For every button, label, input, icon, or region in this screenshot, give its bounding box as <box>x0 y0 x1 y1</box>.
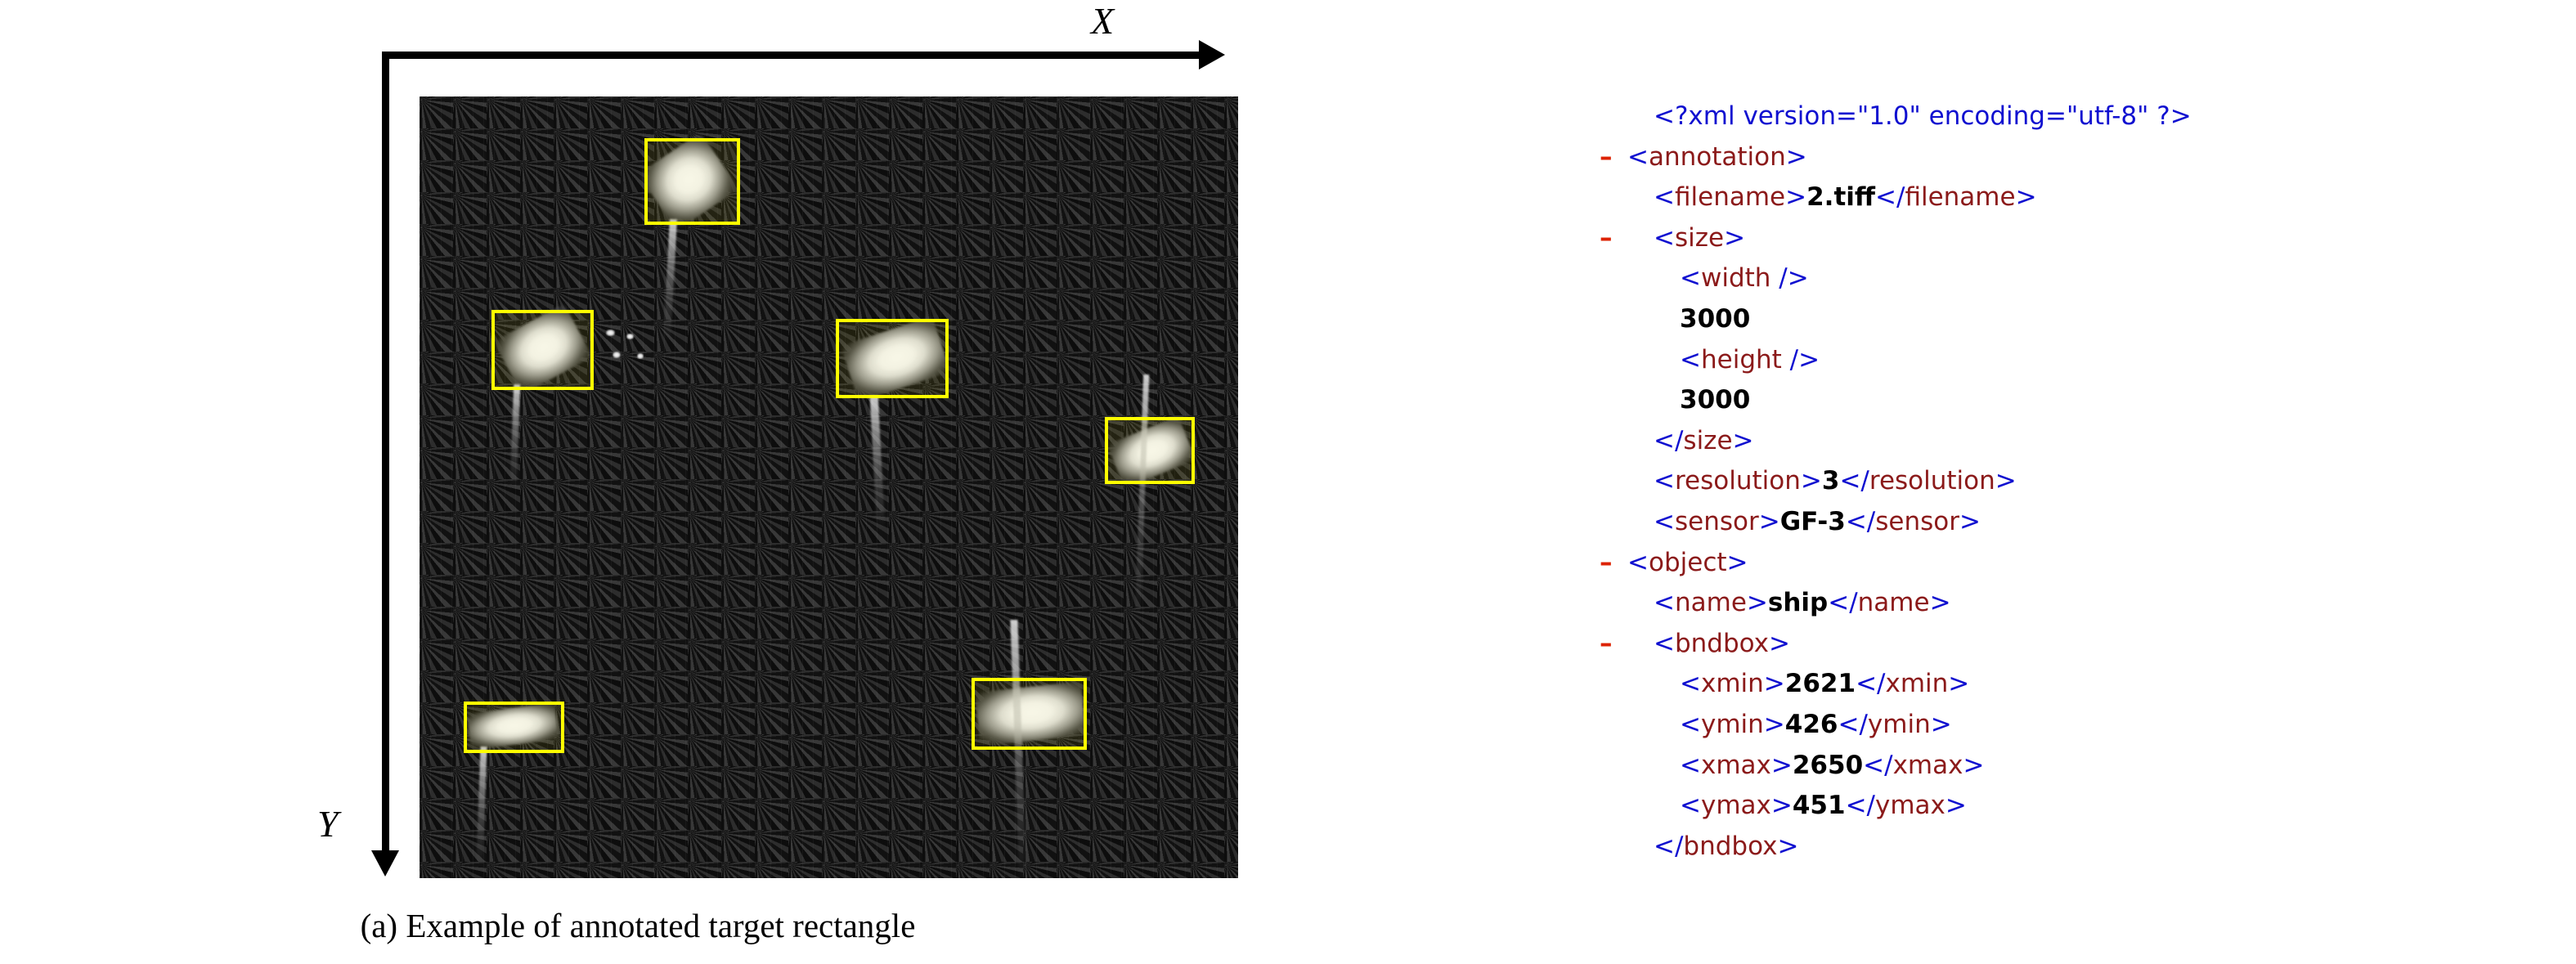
small-scatterer <box>637 353 644 359</box>
xml-line: <?xml version="1.0" encoding="utf-8" ?> <box>1627 96 2192 137</box>
xml-line-content: 3000 <box>1680 385 1751 415</box>
xml-line-content: <width /> <box>1680 263 1809 294</box>
xml-line: </bndbox> <box>1627 827 2192 868</box>
xml-line: 3000 <box>1627 299 2192 340</box>
xml-line-content: 3000 <box>1680 303 1751 334</box>
xml-collapse-toggle-icon[interactable]: – <box>1600 222 1613 253</box>
xml-line-content: <name>ship</name> <box>1654 588 1951 618</box>
xml-line: – <size> <box>1600 218 2192 259</box>
small-scatterer <box>613 352 621 358</box>
small-scatterer <box>606 330 615 336</box>
xml-line: – <annotation> <box>1600 137 2192 178</box>
x-axis-label: X <box>1091 0 1115 42</box>
xml-collapse-toggle-icon[interactable]: – <box>1600 628 1613 658</box>
xml-label-file-listing: <?xml version="1.0" encoding="utf-8" ?> –… <box>1600 96 2192 868</box>
xml-line-content: <xmin>2621</xmin> <box>1680 669 1970 699</box>
xml-line-content: <?xml version="1.0" encoding="utf-8" ?> <box>1654 101 2192 131</box>
xml-line-content: <annotation> <box>1627 141 1807 172</box>
bounding-box[interactable] <box>1105 417 1195 484</box>
xml-line-content: <xmax>2650</xmax> <box>1680 750 1985 780</box>
xml-line: <filename>2.tiff</filename> <box>1627 177 2192 218</box>
y-axis-line <box>382 52 389 857</box>
xml-line: – <bndbox> <box>1600 624 2192 665</box>
sar-speckle-texture <box>420 96 1238 878</box>
xml-line: <width /> <box>1627 258 2192 299</box>
xml-line-content: </size> <box>1654 425 1754 455</box>
xml-line-content: <height /> <box>1680 344 1820 374</box>
xml-line: <name>ship</name> <box>1627 583 2192 624</box>
small-scatterer <box>626 334 634 339</box>
xml-line: <ymin>426</ymin> <box>1627 705 2192 746</box>
bounding-box[interactable] <box>491 310 594 390</box>
xml-line: – <object> <box>1600 543 2192 584</box>
x-axis-line <box>382 52 1208 59</box>
xml-line-content: <ymax>451</ymax> <box>1680 791 1967 821</box>
bounding-box[interactable] <box>464 702 564 753</box>
xml-line-content: <filename>2.tiff</filename> <box>1654 182 2037 213</box>
xml-line: </size> <box>1627 421 2192 462</box>
xml-line-content: <size> <box>1654 222 1746 253</box>
xml-line-content: <sensor>GF-3</sensor> <box>1654 506 1981 536</box>
caption-subfigure-b: (b) Detail of XML label file <box>2551 906 2576 945</box>
bounding-box[interactable] <box>836 319 949 398</box>
xml-line: <ymax>451</ymax> <box>1627 786 2192 827</box>
xml-collapse-toggle-icon[interactable]: – <box>1600 547 1613 577</box>
xml-collapse-toggle-icon[interactable]: – <box>1600 141 1613 172</box>
xml-line: <resolution>3</resolution> <box>1627 461 2192 502</box>
caption-subfigure-a: (a) Example of annotated target rectangl… <box>360 907 916 944</box>
xml-line-content: </bndbox> <box>1654 831 1799 861</box>
xml-line: 3000 <box>1627 380 2192 421</box>
bounding-box[interactable] <box>972 678 1087 750</box>
y-axis-label: Y <box>317 803 339 845</box>
xml-line-content: <object> <box>1627 547 1748 577</box>
y-axis-arrowhead-icon <box>371 850 399 877</box>
subfigure-b: <?xml version="1.0" encoding="utf-8" ?> –… <box>1276 0 2576 964</box>
bounding-box[interactable] <box>644 138 740 225</box>
subfigure-a: X Y <box>0 0 1276 964</box>
x-axis-arrowhead-icon <box>1199 40 1225 69</box>
sar-vertical-streaks <box>420 96 1238 878</box>
xml-line-content: <ymin>426</ymin> <box>1680 709 1952 739</box>
xml-line: <height /> <box>1627 340 2192 381</box>
xml-line: <sensor>GF-3</sensor> <box>1627 502 2192 543</box>
sar-image <box>420 96 1238 878</box>
xml-line: <xmin>2621</xmin> <box>1627 664 2192 705</box>
xml-line: <xmax>2650</xmax> <box>1627 746 2192 787</box>
xml-line-content: <bndbox> <box>1654 628 1791 658</box>
xml-line-content: <resolution>3</resolution> <box>1654 466 2017 496</box>
